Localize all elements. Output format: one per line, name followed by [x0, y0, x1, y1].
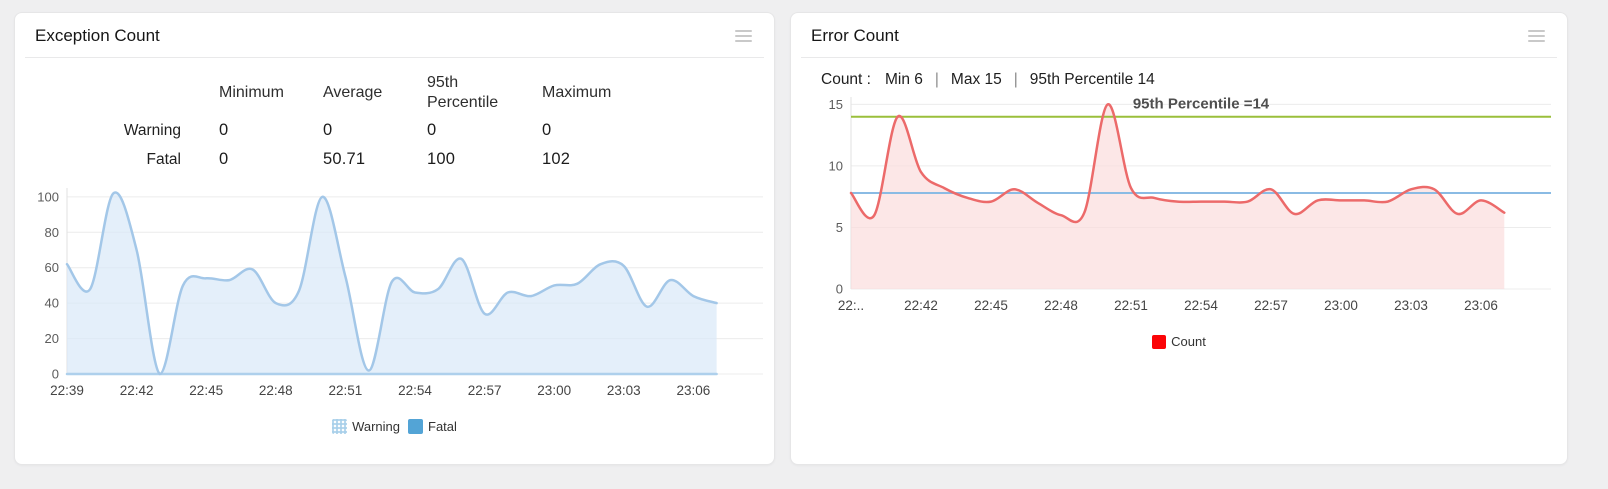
svg-text:22:54: 22:54 [398, 383, 432, 398]
svg-text:22:42: 22:42 [904, 298, 938, 313]
legend-warning-label: Warning [352, 419, 401, 434]
svg-text:22:48: 22:48 [1044, 298, 1078, 313]
legend-fatal-label: Fatal [428, 419, 457, 434]
svg-text:80: 80 [45, 225, 59, 240]
stats-corner-cell [35, 70, 181, 116]
svg-text:0: 0 [52, 367, 59, 382]
summary-max: Max 15 [950, 71, 1002, 88]
exception-chart-legend: Warning Fatal [15, 419, 774, 434]
stats-table: Minimum Average 95th Percentile Maximum … [15, 58, 774, 174]
stats-col-minimum: Minimum [219, 84, 284, 101]
hamburger-icon[interactable] [1526, 28, 1547, 44]
count-summary: Count : Min 6 | Max 15 | 95th Percentile… [791, 58, 1567, 91]
svg-text:22:57: 22:57 [1254, 298, 1288, 313]
svg-text:22:42: 22:42 [120, 383, 154, 398]
fatal-95th-percentile: 100 [427, 150, 456, 168]
svg-text:60: 60 [45, 260, 59, 275]
summary-95th-percentile: 95th Percentile 14 [1029, 71, 1155, 88]
svg-text:22:51: 22:51 [1114, 298, 1148, 313]
card-header: Exception Count [15, 13, 774, 57]
svg-text:5: 5 [836, 220, 843, 235]
card-header: Error Count [791, 13, 1567, 57]
header-divider [801, 57, 1557, 58]
fatal-swatch-icon [408, 419, 424, 434]
summary-separator: | [934, 71, 939, 88]
error-count-card: Error Count Count : Min 6 | Max 15 | 95t… [790, 12, 1568, 465]
legend-item-count[interactable]: Count [1152, 334, 1206, 349]
svg-text:23:00: 23:00 [1324, 298, 1358, 313]
svg-text:23:06: 23:06 [677, 383, 711, 398]
legend-item-warning[interactable]: Warning [332, 419, 400, 434]
svg-text:23:03: 23:03 [607, 383, 641, 398]
hamburger-icon[interactable] [733, 28, 754, 44]
page-title: Exception Count [35, 26, 160, 45]
summary-separator: | [1013, 71, 1018, 88]
fatal-maximum: 102 [542, 150, 571, 168]
exception-count-chart[interactable]: 0 20 40 60 80 100 22:39 22:42 22:45 22:48 22:51 22:… [23, 178, 774, 415]
page-title: Error Count [811, 26, 899, 45]
stats-col-average: Average [323, 84, 383, 101]
svg-text:20: 20 [45, 331, 59, 346]
warning-swatch-icon [332, 419, 348, 434]
svg-text:22:54: 22:54 [1184, 298, 1218, 313]
svg-text:22:39: 22:39 [50, 383, 84, 398]
exception-count-card: Exception Count Minimum Average 95th Per… [14, 12, 775, 465]
svg-text:95th Percentile =14: 95th Percentile =14 [1133, 96, 1270, 113]
warning-minimum: 0 [219, 121, 229, 139]
svg-text:22:48: 22:48 [259, 383, 293, 398]
svg-text:22:..: 22:.. [838, 298, 864, 313]
svg-text:22:45: 22:45 [974, 298, 1008, 313]
stats-row-fatal-label: Fatal [146, 151, 181, 168]
summary-prefix: Count : [821, 71, 871, 88]
svg-text:23:00: 23:00 [537, 383, 571, 398]
svg-text:22:57: 22:57 [468, 383, 502, 398]
stats-row-warning-label: Warning [123, 122, 181, 139]
header-divider [25, 57, 764, 58]
fatal-average: 50.71 [323, 150, 366, 168]
svg-text:0: 0 [836, 282, 843, 297]
error-chart-legend: Count [791, 334, 1567, 349]
warning-maximum: 0 [542, 121, 552, 139]
svg-text:15: 15 [829, 97, 843, 112]
svg-text:22:45: 22:45 [189, 383, 223, 398]
svg-text:23:06: 23:06 [1464, 298, 1498, 313]
fatal-minimum: 0 [219, 150, 229, 168]
warning-average: 0 [323, 121, 333, 139]
count-swatch-icon [1152, 334, 1167, 349]
stats-col-maximum: Maximum [542, 84, 612, 101]
svg-text:100: 100 [37, 189, 59, 204]
svg-text:40: 40 [45, 296, 59, 311]
summary-min: Min 6 [884, 71, 923, 88]
svg-text:23:03: 23:03 [1394, 298, 1428, 313]
legend-item-fatal[interactable]: Fatal [408, 419, 457, 434]
legend-count-label: Count [1171, 334, 1206, 349]
svg-text:22:51: 22:51 [329, 383, 363, 398]
error-count-chart[interactable]: 0 5 10 15 22:.. 22:42 22:45 22:48 22:51 22:54 22:5… [801, 93, 1567, 330]
stats-col-95th-percentile: 95th Percentile [427, 74, 499, 111]
warning-95th-percentile: 0 [427, 121, 437, 139]
svg-text:10: 10 [829, 158, 843, 173]
